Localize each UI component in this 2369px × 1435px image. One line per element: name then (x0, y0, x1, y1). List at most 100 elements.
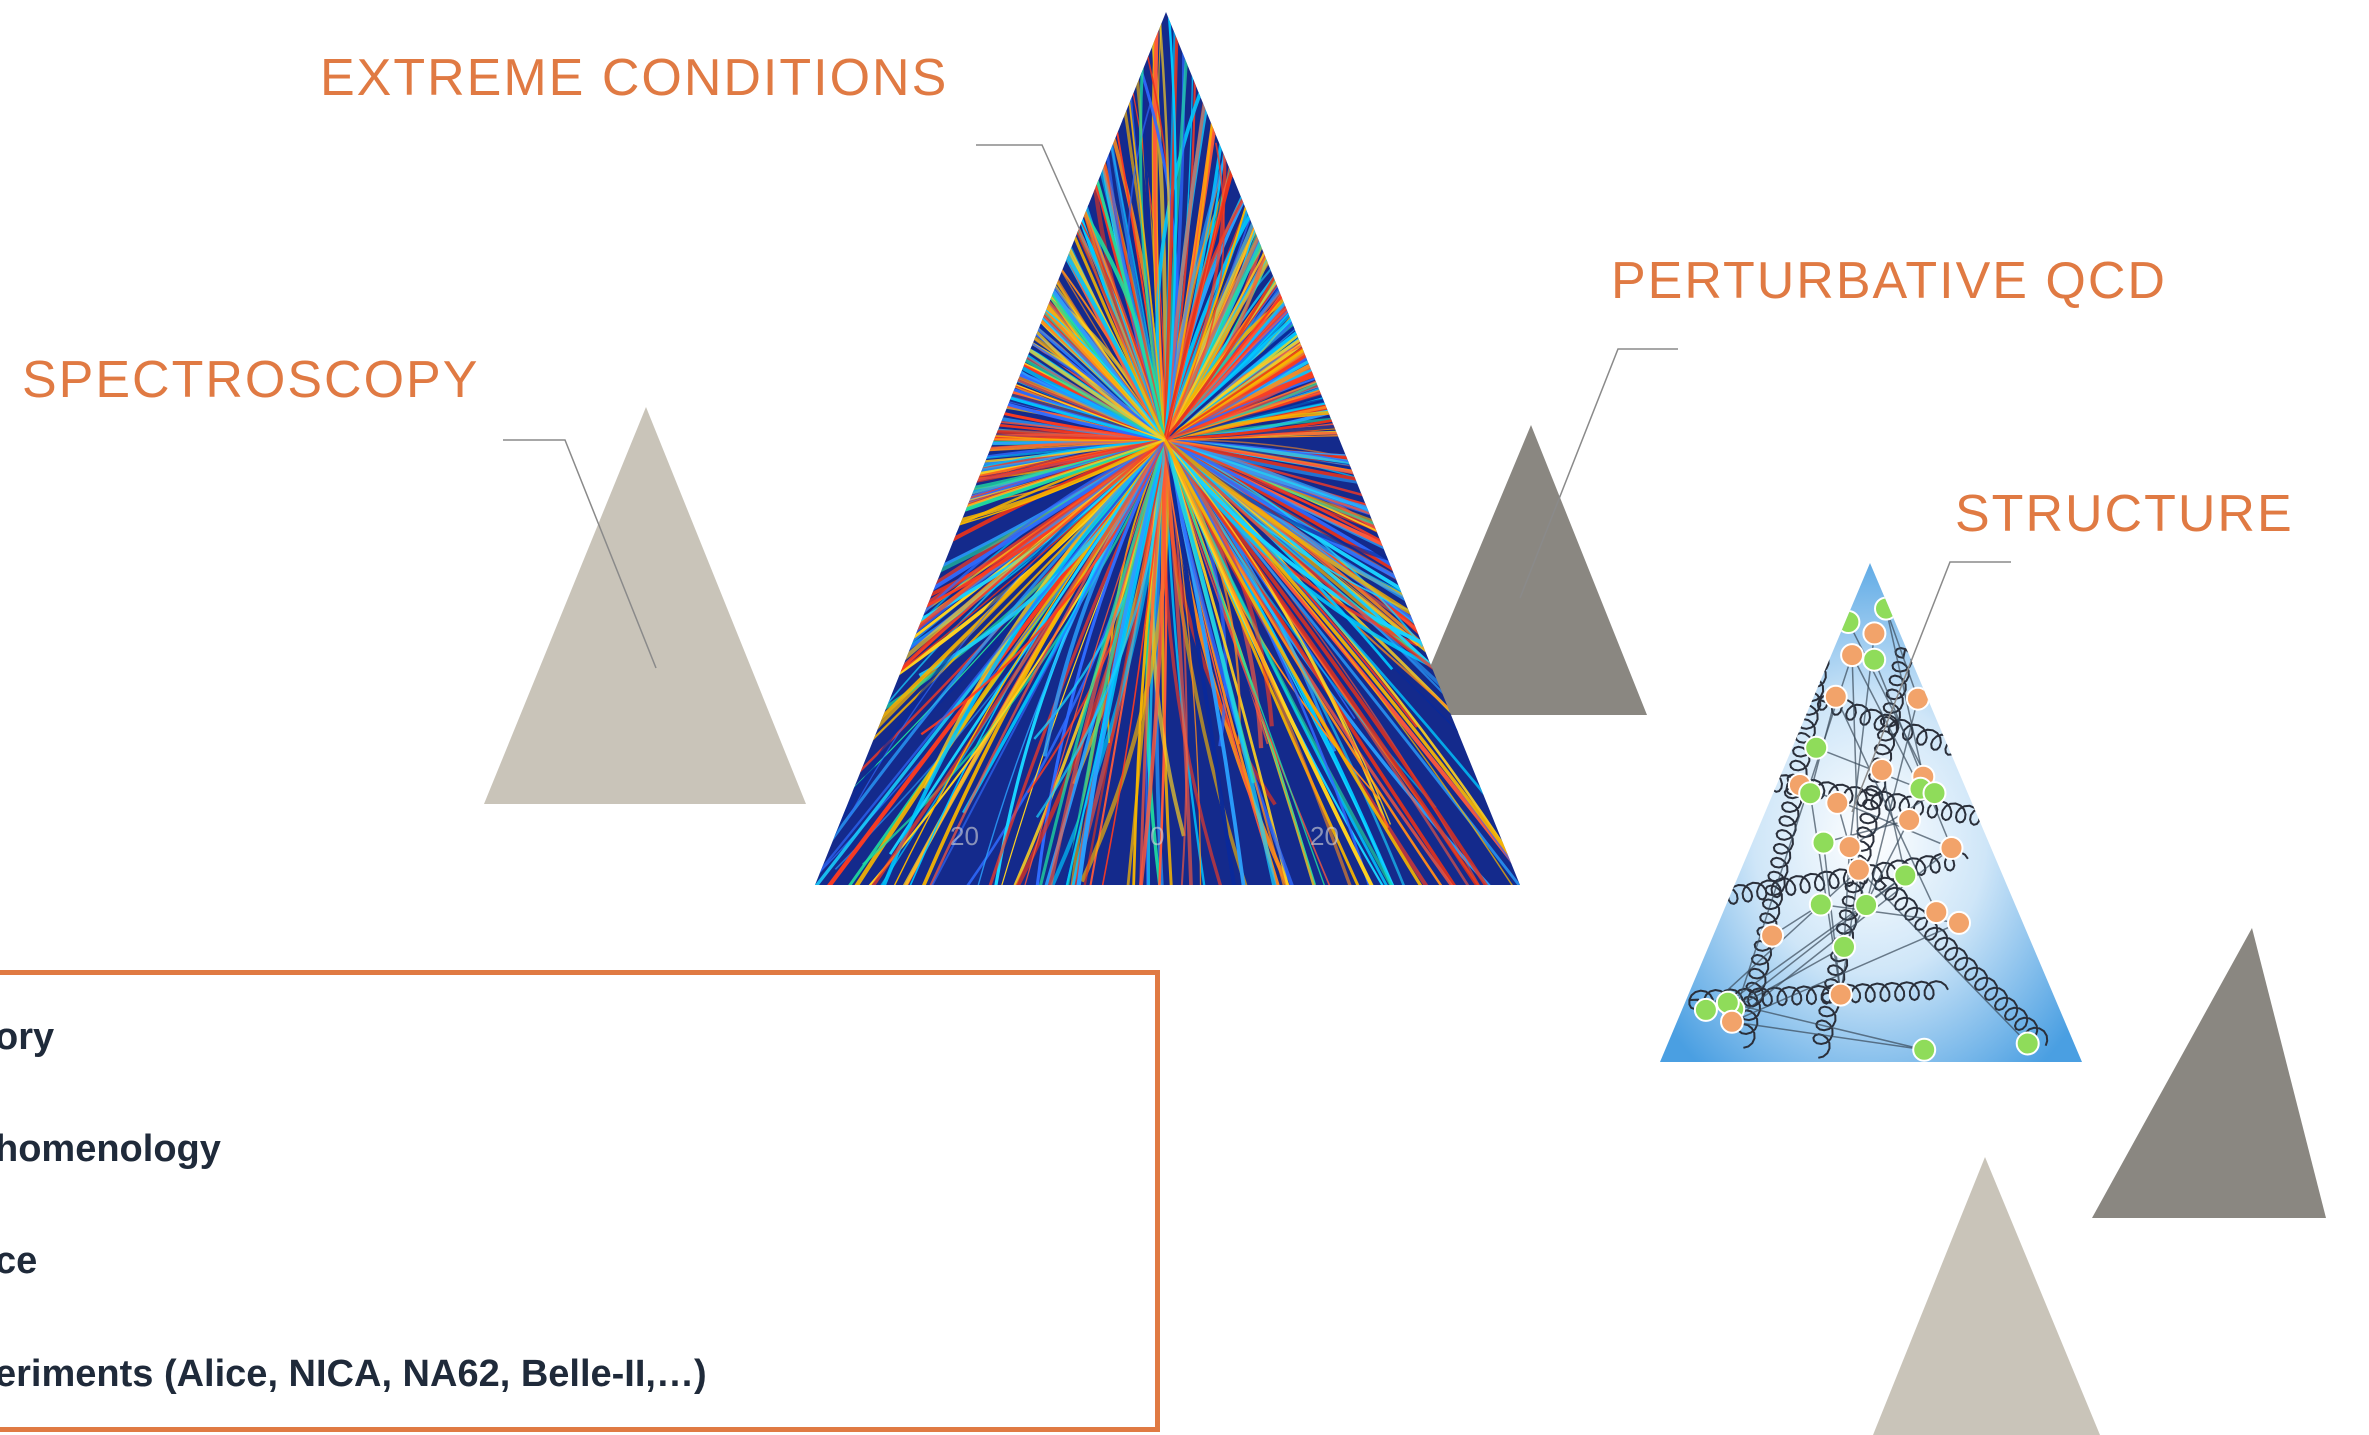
particle-track (1156, 12, 1190, 441)
quark-link (1732, 904, 1867, 1010)
quark-link (1851, 654, 1922, 790)
quark-link (1835, 696, 1937, 913)
particle-track (1164, 439, 1390, 885)
extreme-conditions-leader (976, 144, 1101, 276)
quark-link (1822, 842, 1842, 995)
perturbative-qcd-triangle (1410, 425, 1647, 715)
gluon-spring (1812, 646, 1913, 1059)
quark-orange (1947, 910, 1971, 935)
particle-track (815, 438, 1167, 885)
particle-track (1163, 12, 1192, 441)
particle-track (1163, 439, 1403, 885)
perturbative-qcd-leader (1519, 348, 1678, 599)
label-spectroscopy: SPECTROSCOPY (22, 351, 480, 409)
particle-track (815, 439, 1166, 780)
particle-track (1163, 439, 1520, 885)
quark-orange (1825, 790, 1850, 815)
box-item-2: homenology (0, 1128, 221, 1170)
topics-box: ory homenology ce eriments (Alice, NICA,… (0, 970, 1160, 1432)
particle-track (1164, 438, 1520, 788)
particle-track (975, 439, 1167, 885)
quark-orange (1828, 982, 1853, 1007)
structure-image (1660, 563, 2082, 1062)
particle-track (815, 438, 1166, 615)
quark-link (1727, 1001, 1925, 1051)
quark-link (1843, 819, 1910, 948)
particle-track (1163, 439, 1520, 885)
quark-orange (1939, 836, 1964, 860)
particle-track (1163, 439, 1425, 885)
quark-link (1849, 792, 1935, 848)
particle-track (815, 438, 1166, 805)
particle-track (1164, 12, 1520, 441)
particle-track (1163, 12, 1520, 441)
quark-green (1808, 892, 1833, 917)
label-perturbative-qcd: PERTURBATIVE QCD (1611, 252, 2167, 310)
particle-track (1163, 439, 1242, 885)
quark-green (1893, 863, 1918, 888)
particle-track (965, 439, 1166, 885)
label-structure: STRUCTURE (1955, 485, 2294, 543)
quark-green (1874, 596, 1898, 621)
particle-track (1163, 12, 1306, 441)
particle-track (1031, 439, 1167, 885)
particle-track (1164, 12, 1520, 441)
quark-green (1798, 781, 1823, 806)
box-item-1: ory (0, 1016, 55, 1058)
particle-track (1163, 438, 1520, 885)
gluon-spring (1688, 980, 1949, 1010)
particle-track (1164, 80, 1520, 441)
particle-track (1035, 439, 1167, 819)
particle-track (935, 439, 1166, 885)
particle-track (1164, 12, 1520, 441)
box-item-3: ce (0, 1240, 38, 1282)
particle-track (815, 12, 1166, 442)
quark-link (1731, 1021, 1925, 1051)
particle-track (1163, 439, 1256, 885)
quark-link (1865, 698, 1919, 906)
particle-track (815, 439, 1166, 885)
particle-track (815, 164, 1166, 442)
quark-green (1922, 781, 1947, 806)
particle-track (859, 439, 1167, 885)
particle-track (1163, 439, 1198, 885)
quark-green (1804, 735, 1829, 760)
particle-track (1164, 367, 1520, 442)
particle-track (1058, 12, 1166, 441)
quark-green (1811, 830, 1836, 855)
quark-links (1705, 608, 2029, 1051)
quark-link (1885, 608, 1919, 699)
quark-orange (1905, 686, 1930, 711)
particle-track (1164, 439, 1520, 790)
particle-track (1164, 431, 1520, 441)
particle-track (815, 54, 1166, 441)
quark-link (1732, 946, 1845, 1010)
particle-track (815, 190, 1166, 441)
box-item-4: eriments (Alice, NICA, NA62, Belle-II,…) (0, 1353, 707, 1395)
particle-track (815, 12, 1166, 442)
quark-orange (1823, 684, 1848, 709)
particle-track (1164, 439, 1520, 885)
quark-green (1854, 893, 1879, 917)
label-extreme-conditions: EXTREME CONDITIONS (320, 49, 949, 107)
quark-orange (1897, 808, 1922, 832)
particle-track (815, 439, 1166, 754)
particle-track (815, 439, 1167, 885)
particle-track (815, 396, 1166, 442)
particle-track (815, 438, 1166, 763)
particle-track (1164, 438, 1520, 724)
quark-link (1823, 819, 1910, 844)
particle-track (1036, 439, 1168, 885)
particle-track (1139, 12, 1167, 441)
quark-green (1836, 610, 1861, 634)
quark-link (1731, 654, 1853, 1023)
particle-track (1164, 437, 1520, 574)
particle-track (1164, 439, 1202, 885)
particle-track (1096, 12, 1167, 441)
particle-track (1048, 439, 1167, 885)
particle-track (815, 293, 1166, 443)
lower-right-light-triangle (1873, 1157, 2100, 1435)
particle-track (1001, 439, 1167, 885)
gluon-spring (1698, 850, 1969, 910)
